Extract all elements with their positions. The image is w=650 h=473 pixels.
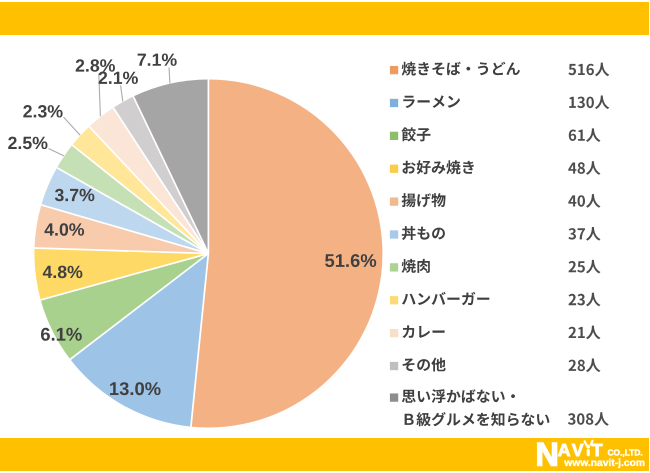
svg-text:T: T	[592, 440, 603, 460]
svg-text:AV: AV	[558, 440, 586, 460]
svg-text:www.navit-j.com: www.navit-j.com	[563, 458, 645, 469]
svg-text:N: N	[536, 437, 559, 473]
svg-text:CO.,LTD.: CO.,LTD.	[608, 447, 643, 457]
